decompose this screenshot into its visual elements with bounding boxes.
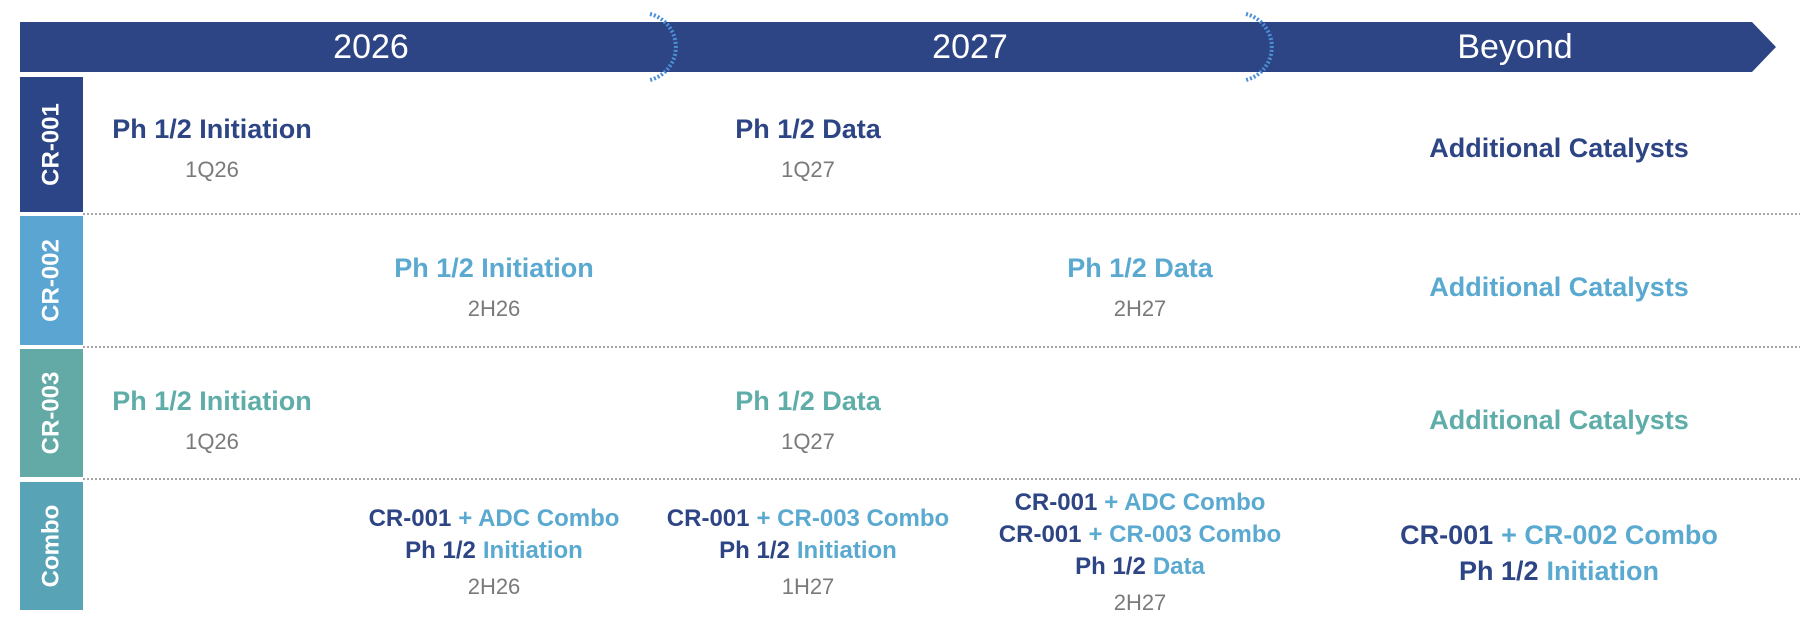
event-title: Ph 1/2 Initiation (112, 386, 312, 416)
event-title-part: CR-001 (1015, 489, 1098, 516)
event-title: CR-001 + CR-003 Combo (667, 505, 949, 532)
event-title: CR-001 + ADC Combo (369, 505, 620, 532)
beyond-label-part: Ph 1/2 (1459, 556, 1539, 586)
beyond-label: Additional Catalysts (1429, 272, 1689, 302)
beyond-label: Additional Catalysts (1429, 133, 1689, 163)
event-title-part: Initiation (483, 537, 583, 564)
event-title: Ph 1/2 Initiation (405, 537, 583, 564)
beyond-label-part: Initiation (1547, 556, 1659, 586)
event-title: Ph 1/2 Data (1075, 553, 1205, 580)
period-label: 2026 (333, 28, 409, 66)
event-date: 1Q27 (781, 429, 835, 454)
event-title: CR-001 + ADC Combo (1015, 489, 1266, 516)
event-date: 2H26 (468, 296, 521, 321)
event-title-part: Data (1153, 553, 1206, 580)
beyond-label-part: + CR-002 Combo (1501, 520, 1718, 550)
event-title: Ph 1/2 Initiation (394, 253, 594, 283)
beyond-label: Additional Catalysts (1429, 405, 1689, 435)
beyond-label: CR-001 + CR-002 Combo (1400, 520, 1718, 550)
row-label: CR-001 (37, 103, 64, 186)
period-label: Beyond (1457, 28, 1572, 66)
event-title-part: + CR-003 Combo (1089, 521, 1282, 548)
row-label-bg (20, 216, 83, 345)
event-title-part: + ADC Combo (458, 505, 619, 532)
event-title: CR-001 + CR-003 Combo (999, 521, 1281, 548)
event-title-part: + CR-003 Combo (757, 505, 950, 532)
row-label-bg (20, 77, 83, 212)
event-title-part: + ADC Combo (1104, 489, 1265, 516)
period-label: 2027 (932, 28, 1008, 66)
beyond-label: Ph 1/2 Initiation (1459, 556, 1659, 586)
event-date: 2H27 (1114, 590, 1167, 615)
event-date: 1Q27 (781, 157, 835, 182)
event-date: 1Q26 (185, 157, 239, 182)
event-title-part: Ph 1/2 (719, 537, 790, 564)
event-title: Ph 1/2 Initiation (112, 114, 312, 144)
event-title: Ph 1/2 Data (735, 114, 882, 144)
event-date: 1Q26 (185, 429, 239, 454)
row-label-bg (20, 482, 83, 610)
event-date: 2H26 (468, 574, 521, 599)
event-title-part: Ph 1/2 (405, 537, 476, 564)
beyond-label-part: CR-001 (1400, 520, 1493, 550)
event-title-part: CR-001 (369, 505, 452, 532)
event-title: Ph 1/2 Data (1067, 253, 1214, 283)
event-title-part: CR-001 (667, 505, 750, 532)
row-label: Combo (37, 505, 64, 588)
divider-arc (649, 12, 678, 82)
divider-arc (1245, 12, 1274, 82)
event-title-part: Initiation (797, 537, 897, 564)
row-label: CR-002 (37, 239, 64, 322)
event-title: Ph 1/2 Data (735, 386, 882, 416)
event-date: 2H27 (1114, 296, 1167, 321)
event-title-part: CR-001 (999, 521, 1082, 548)
event-title: Ph 1/2 Initiation (719, 537, 897, 564)
row-label: CR-003 (37, 372, 64, 455)
event-date: 1H27 (782, 574, 835, 599)
event-title-part: Ph 1/2 (1075, 553, 1146, 580)
timeline-bar (20, 22, 1776, 72)
row-label-bg (20, 349, 83, 477)
